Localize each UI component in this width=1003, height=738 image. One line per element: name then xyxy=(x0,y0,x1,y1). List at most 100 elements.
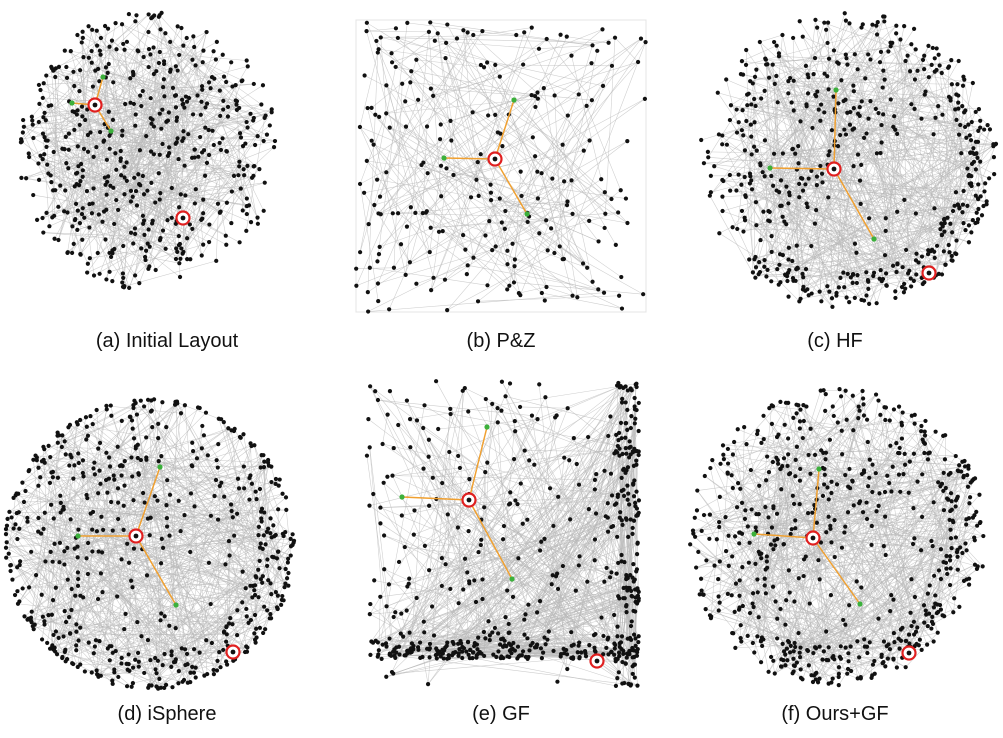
graph-node xyxy=(114,47,119,52)
edge-layer xyxy=(355,19,647,313)
graph-node xyxy=(953,107,958,112)
graph-edge xyxy=(11,405,186,518)
graph-node xyxy=(65,545,70,550)
graph-node xyxy=(283,566,288,572)
graph-node xyxy=(258,541,263,546)
graph-node xyxy=(130,194,135,199)
graph-node xyxy=(291,540,296,545)
graph-node xyxy=(549,582,554,587)
graph-edge xyxy=(552,480,635,576)
graph-node xyxy=(457,646,462,652)
graph-node xyxy=(112,246,117,252)
graph-node xyxy=(210,128,215,133)
graph-node xyxy=(40,131,46,136)
graph-node xyxy=(146,227,151,232)
graph-node xyxy=(213,477,219,483)
graph-node xyxy=(455,525,461,530)
graph-node xyxy=(280,593,285,599)
graph-node xyxy=(485,283,490,288)
graph-node xyxy=(63,659,68,664)
graph-edge xyxy=(157,563,162,689)
graph-node xyxy=(624,610,629,615)
graph-edge xyxy=(397,213,468,266)
highlighted-edge xyxy=(135,535,177,606)
graph-edge xyxy=(483,507,530,651)
graph-edge xyxy=(814,59,871,224)
graph-node xyxy=(253,583,258,588)
graph-node xyxy=(805,72,810,77)
graph-node xyxy=(79,104,85,109)
graph-edge xyxy=(21,129,75,140)
graph-edge xyxy=(429,517,620,571)
graph-node xyxy=(753,254,758,260)
graph-node xyxy=(720,194,725,199)
graph-node xyxy=(38,87,43,93)
graph-node xyxy=(262,459,267,464)
graph-node xyxy=(275,593,280,598)
graph-node xyxy=(88,413,93,419)
graph-edge xyxy=(70,50,215,79)
graph-node xyxy=(954,251,959,257)
graph-node xyxy=(232,426,237,431)
graph-node xyxy=(810,125,815,131)
graph-node xyxy=(366,309,371,314)
graph-node xyxy=(940,224,945,229)
graph-edge xyxy=(467,265,599,290)
graph-node xyxy=(757,269,763,275)
graph-node xyxy=(975,155,980,160)
graph-node xyxy=(130,681,135,686)
graph-edge xyxy=(788,247,906,289)
graph-edge xyxy=(100,559,268,574)
graph-edge xyxy=(51,435,58,615)
graph-node xyxy=(544,218,549,223)
graph-node xyxy=(826,56,832,61)
graph-edge xyxy=(766,64,768,277)
graph-node xyxy=(798,119,803,124)
graph-edge xyxy=(854,262,919,299)
graph-node xyxy=(558,654,563,659)
graph-node xyxy=(22,614,27,619)
graph-node xyxy=(976,206,981,212)
graph-edge xyxy=(537,61,639,93)
graph-edge xyxy=(378,162,424,214)
graph-node xyxy=(251,115,256,121)
graph-edge xyxy=(111,40,242,138)
graph-node xyxy=(26,151,31,156)
graph-node xyxy=(765,267,770,272)
graph-node xyxy=(866,286,871,291)
graph-node xyxy=(570,656,576,661)
graph-node xyxy=(941,249,946,254)
graph-node xyxy=(273,476,279,482)
graph-edge xyxy=(43,232,180,245)
graph-edge xyxy=(160,168,244,194)
graph-edge xyxy=(410,492,511,649)
graph-node xyxy=(183,193,188,198)
graph-node xyxy=(879,140,884,145)
graph-node xyxy=(224,148,229,154)
graph-node xyxy=(283,495,289,500)
graph-node xyxy=(991,154,997,160)
graph-edge xyxy=(369,467,461,615)
graph-node xyxy=(506,621,511,627)
graph-node xyxy=(911,278,916,283)
graph-node xyxy=(129,455,134,460)
graph-node xyxy=(191,34,196,39)
graph-node xyxy=(619,475,624,480)
graph-node xyxy=(609,63,615,68)
graph-edge xyxy=(543,88,578,298)
graph-edge xyxy=(63,461,126,637)
graph-edge xyxy=(155,168,260,271)
graph-edge xyxy=(541,38,642,174)
graph-node xyxy=(85,270,90,275)
graph-edge xyxy=(445,387,624,648)
graph-node xyxy=(841,98,846,104)
graph-node xyxy=(956,93,961,98)
graph-node xyxy=(64,64,69,70)
graph-edge xyxy=(469,390,629,651)
graph-node xyxy=(51,68,56,73)
graph-node xyxy=(643,40,648,45)
graph-node xyxy=(164,502,169,508)
graph-edge xyxy=(75,416,131,538)
graph-node xyxy=(283,581,288,586)
graph-node xyxy=(424,209,429,214)
